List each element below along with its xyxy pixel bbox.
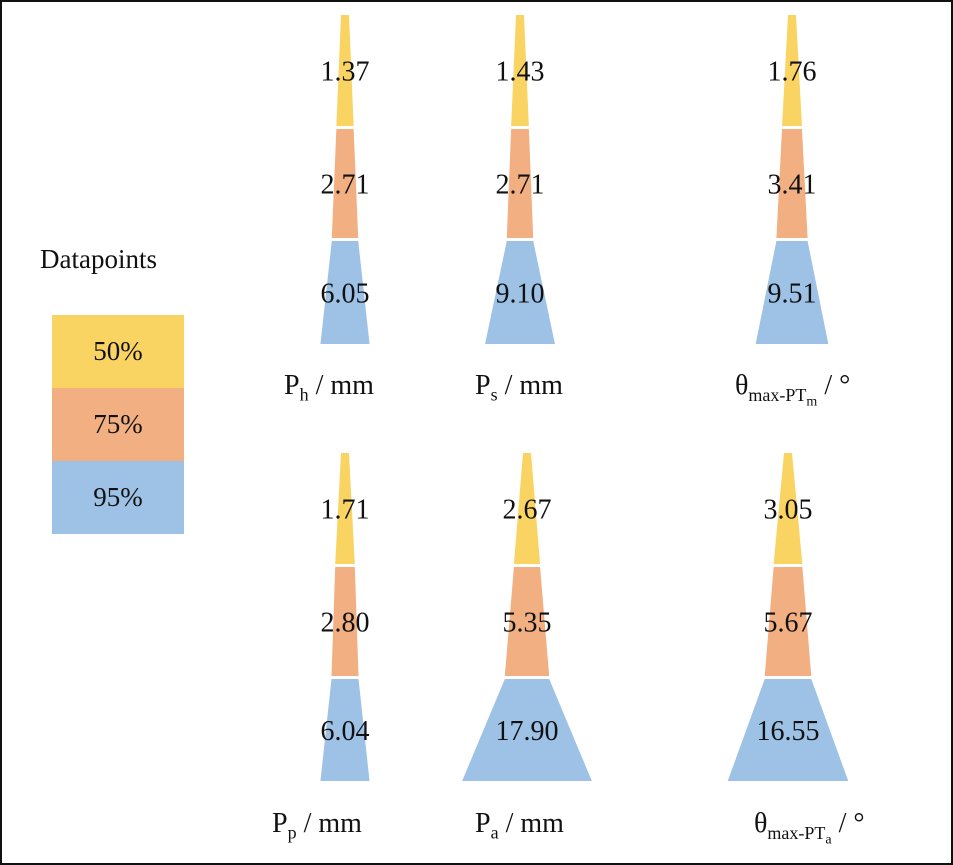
value-label-3-2: 6.04 <box>321 716 370 747</box>
trapezoid-3-0 <box>335 453 355 564</box>
label-ph: Ph / mm <box>284 370 374 405</box>
trapezoid-0-2 <box>320 241 370 344</box>
trapezoid-1-0 <box>511 15 529 126</box>
value-label-5-1: 5.67 <box>764 608 813 639</box>
legend-item-75: 75% <box>52 388 184 461</box>
legend-title: Datapoints <box>40 244 157 274</box>
label-pp: Pp / mm <box>272 808 362 843</box>
legend-label-95: 95% <box>93 482 143 512</box>
trapezoid-1-1 <box>506 129 534 238</box>
value-label-1-1: 2.71 <box>496 170 545 201</box>
label-theta-a: θmax-PTa / ° <box>754 808 865 848</box>
value-label-1-2: 9.10 <box>496 279 545 310</box>
trapezoid-1-2 <box>485 241 555 344</box>
trapezoid-4-1 <box>504 567 550 676</box>
value-label-2-2: 9.51 <box>768 279 817 310</box>
value-label-4-0: 2.67 <box>503 495 552 526</box>
label-pa: Pa / mm <box>475 808 564 843</box>
legend-item-95: 95% <box>52 461 184 534</box>
value-label-4-1: 5.35 <box>503 608 552 639</box>
value-label-1-0: 1.43 <box>496 57 545 88</box>
value-label-0-0: 1.37 <box>321 57 370 88</box>
value-label-2-0: 1.76 <box>768 57 817 88</box>
value-label-3-0: 1.71 <box>321 495 370 526</box>
legend-label-50: 50% <box>93 336 143 366</box>
trapezoid-2-0 <box>782 15 802 126</box>
value-label-3-1: 2.80 <box>321 608 370 639</box>
trapezoid-5-0 <box>773 453 803 564</box>
trapezoid-5-1 <box>764 567 812 676</box>
value-label-5-0: 3.05 <box>764 495 813 526</box>
value-label-5-2: 16.55 <box>757 716 820 747</box>
trapezoid-4-0 <box>513 453 541 564</box>
value-label-4-2: 17.90 <box>496 716 559 747</box>
label-ps: Ps / mm <box>475 370 563 405</box>
value-label-2-1: 3.41 <box>768 170 817 201</box>
label-theta-m: θmax-PTm / ° <box>735 370 851 410</box>
trapezoid-4-2 <box>462 679 592 781</box>
trapezoid-3-1 <box>331 567 359 676</box>
legend-item-50: 50% <box>52 315 184 388</box>
trapezoid-2-1 <box>776 129 808 238</box>
trapezoid-0-0 <box>336 15 354 126</box>
legend-label-75: 75% <box>93 409 143 439</box>
trapezoid-2-2 <box>755 241 829 344</box>
value-label-0-2: 6.05 <box>321 279 370 310</box>
trapezoid-0-1 <box>331 129 359 238</box>
trapezoid-3-2 <box>320 679 370 781</box>
trapezoid-5-2 <box>727 679 849 781</box>
value-label-0-1: 2.71 <box>321 170 370 201</box>
